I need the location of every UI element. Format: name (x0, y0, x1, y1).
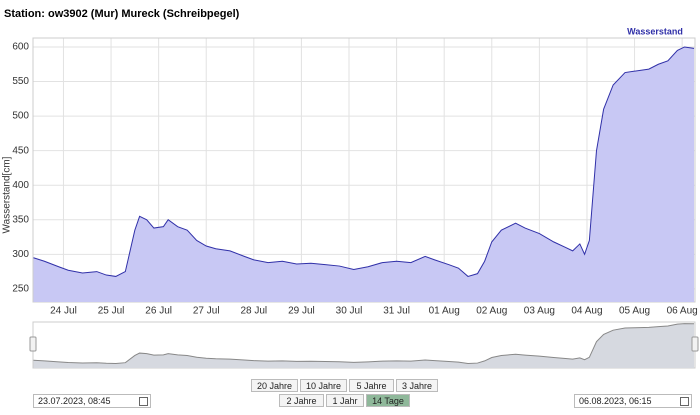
x-tick-label: 02 Aug (476, 306, 507, 317)
range-button[interactable]: 10 Jahre (300, 379, 347, 392)
y-tick-label: 500 (12, 111, 29, 122)
line (33, 46, 695, 277)
range-button[interactable]: 20 Jahre (251, 379, 298, 392)
range-button[interactable]: 3 Jahre (396, 379, 438, 392)
y-axis-label: Wasserstand[cm] (2, 156, 13, 233)
navigator-handle[interactable] (691, 336, 699, 352)
y-tick-label: 400 (12, 180, 29, 191)
x-tick-label: 28 Jul (240, 306, 267, 317)
x-tick-label: 31 Jul (383, 306, 410, 317)
area (33, 46, 695, 302)
y-tick-label: 550 (12, 76, 29, 87)
range-button[interactable]: 14 Tage (366, 394, 410, 407)
y-tick-label: 450 (12, 145, 29, 156)
y-tick-label: 300 (12, 249, 29, 260)
x-tick-label: 01 Aug (429, 306, 460, 317)
range-button[interactable]: 5 Jahre (349, 379, 394, 392)
end-date-text: 06.08.2023, 06:15 (579, 396, 652, 406)
navigator-handle[interactable] (29, 336, 37, 352)
x-tick-label: 06 Aug (667, 306, 698, 317)
x-tick-label: 05 Aug (619, 306, 650, 317)
x-tick-label: 25 Jul (98, 306, 125, 317)
navigator-line (33, 323, 695, 365)
navigator-area (33, 323, 695, 368)
legend-label: Wasserstand (627, 26, 683, 36)
x-tick-label: 26 Jul (145, 306, 172, 317)
y-tick-label: 250 (12, 284, 29, 295)
calendar-icon[interactable] (139, 397, 148, 406)
x-tick-label: 27 Jul (193, 306, 220, 317)
range-button[interactable]: 1 Jahr (326, 394, 364, 407)
y-tick-label: 600 (12, 42, 29, 53)
end-date[interactable]: 06.08.2023, 06:15 (574, 394, 692, 408)
y-tick-label: 350 (12, 214, 29, 225)
x-tick-label: 04 Aug (571, 306, 602, 317)
chart-title: Station: ow3902 (Mur) Mureck (Schreibpeg… (4, 8, 240, 20)
start-date-text: 23.07.2023, 08:45 (38, 396, 111, 406)
x-tick-label: 30 Jul (336, 306, 363, 317)
x-tick-label: 03 Aug (524, 306, 555, 317)
start-date[interactable]: 23.07.2023, 08:45 (33, 394, 151, 408)
x-tick-label: 29 Jul (288, 306, 315, 317)
calendar-icon[interactable] (680, 397, 689, 406)
chart: Station: ow3902 (Mur) Mureck (Schreibpeg… (2, 8, 699, 369)
x-tick-label: 24 Jul (50, 306, 77, 317)
range-button[interactable]: 2 Jahre (279, 394, 324, 407)
